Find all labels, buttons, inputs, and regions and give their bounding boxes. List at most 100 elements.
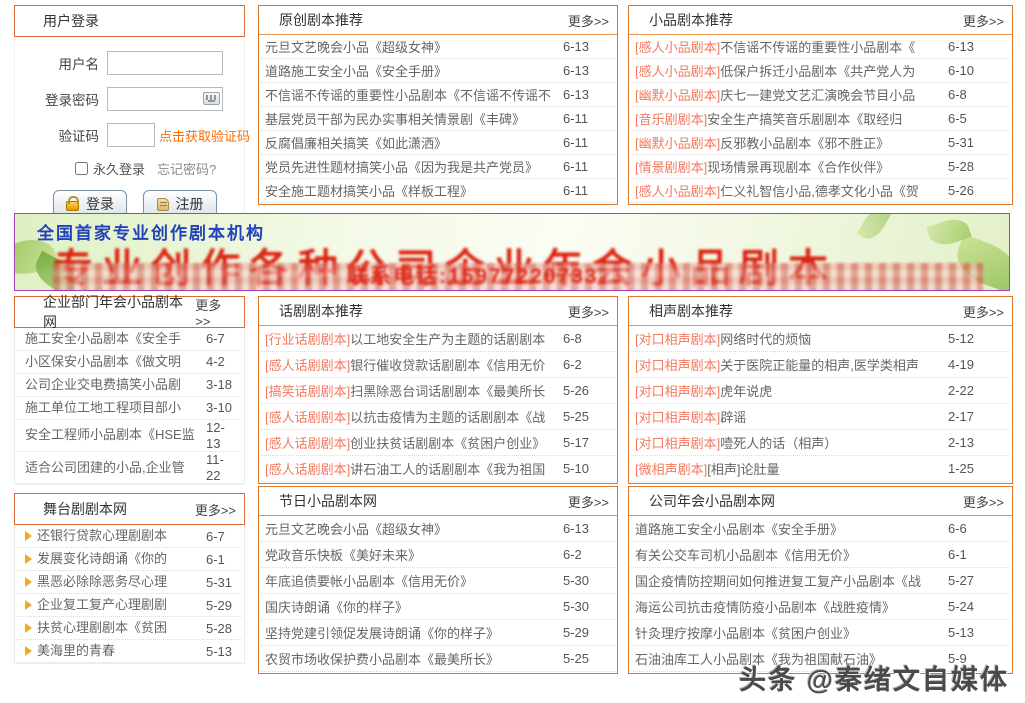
category-tag[interactable]: [感人小品剧本]: [635, 64, 721, 79]
script-link[interactable]: 企业复工复产心理剧剧: [37, 597, 168, 613]
more-link[interactable]: 更多>>: [567, 13, 609, 29]
script-link[interactable]: [对口相声剧本]关于医院正能量的相声,医学类相声: [635, 355, 942, 374]
forgot-password-link[interactable]: 忘记密码?: [157, 162, 217, 177]
script-link[interactable]: 小区保安小品剧本《做文明: [25, 353, 182, 369]
more-link[interactable]: 更多>>: [962, 13, 1004, 29]
category-tag[interactable]: [对口相声剧本]: [635, 358, 721, 373]
script-link[interactable]: 石油油库工人小品剧本《我为祖国献石油》: [635, 652, 883, 667]
ad-banner[interactable]: 全国首家专业创作剧本机构 专业创作各种公司企业年会小品剧本 联系电话:15977…: [14, 213, 1010, 291]
script-link[interactable]: [微相声剧本][相声]论肚量: [635, 459, 942, 478]
username-input[interactable]: [107, 51, 223, 75]
category-tag[interactable]: [对口相声剧本]: [635, 410, 721, 425]
category-tag[interactable]: [幽默小品剧本]: [635, 88, 721, 103]
category-tag[interactable]: [情景剧剧本]: [635, 160, 708, 175]
script-link[interactable]: 发展变化诗朗诵《你的: [37, 551, 168, 567]
script-title[interactable]: 仁义礼智信小品,德孝文化小品《贺: [720, 184, 919, 199]
script-link[interactable]: [感人话剧剧本]银行催收贷款话剧剧本《信用无价: [265, 355, 557, 374]
script-title[interactable]: 网络时代的烦恼: [720, 332, 812, 347]
category-tag[interactable]: [音乐剧剧本]: [635, 112, 708, 127]
category-tag[interactable]: [感人话剧剧本]: [265, 462, 351, 477]
script-link[interactable]: [感人小品剧本]仁义礼智信小品,德孝文化小品《贺: [635, 181, 942, 200]
category-tag[interactable]: [行业话剧剧本]: [265, 332, 351, 347]
script-title[interactable]: 低保户拆迁小品剧本《共产党人为: [720, 64, 916, 79]
script-title[interactable]: 安全生产搞笑音乐剧剧本《取经归: [707, 112, 903, 127]
script-title[interactable]: 关于医院正能量的相声,医学类相声: [720, 358, 919, 373]
script-link[interactable]: [感人话剧剧本]创业扶贫话剧剧本《贫困户创业》: [265, 433, 557, 452]
script-link[interactable]: 不信谣不传谣的重要性小品剧本《不信谣不传谣不: [265, 88, 552, 103]
script-link[interactable]: 道路施工安全小品剧本《安全手册》: [635, 522, 844, 537]
script-link[interactable]: [对口相声剧本]辟谣: [635, 407, 942, 426]
more-link[interactable]: 更多>>: [195, 298, 222, 329]
script-link[interactable]: 坚持党建引领促发展诗朗诵《你的样子》: [265, 626, 500, 641]
script-title[interactable]: 辟谣: [720, 410, 747, 425]
category-tag[interactable]: [感人话剧剧本]: [265, 410, 351, 425]
script-link[interactable]: 还银行贷款心理剧剧本: [37, 528, 168, 544]
remember-checkbox[interactable]: [75, 162, 88, 175]
script-link[interactable]: 美海里的青春: [37, 643, 116, 659]
script-link[interactable]: [对口相声剧本]虎年说虎: [635, 381, 942, 400]
script-link[interactable]: [搞笑话剧剧本]扫黑除恶台词话剧剧本《最美所长: [265, 381, 557, 400]
more-link[interactable]: 更多>>: [567, 494, 609, 510]
script-link[interactable]: 公司企业交电费搞笑小品剧: [25, 376, 182, 392]
script-link[interactable]: 扶贫心理剧剧本《贫困: [37, 620, 168, 636]
category-tag[interactable]: [感人小品剧本]: [635, 184, 721, 199]
script-title[interactable]: 噎死人的话（相声）: [720, 436, 838, 451]
get-captcha-link[interactable]: 点击获取验证码: [159, 128, 251, 144]
script-link[interactable]: [幽默小品剧本]庆七一建党文艺汇演晚会节目小品: [635, 85, 942, 104]
category-tag[interactable]: [幽默小品剧本]: [635, 136, 721, 151]
script-title[interactable]: 庆七一建党文艺汇演晚会节目小品: [720, 88, 916, 103]
script-title[interactable]: 讲石油工人的话剧剧本《我为祖国: [350, 462, 546, 477]
script-title[interactable]: 以工地安全生产为主题的话剧剧本: [350, 332, 546, 347]
script-link[interactable]: 党员先进性题材搞笑小品《因为我是共产党员》: [265, 160, 539, 175]
more-link[interactable]: 更多>>: [567, 304, 609, 320]
script-link[interactable]: [幽默小品剧本]反邪教小品剧本《邪不胜正》: [635, 133, 942, 152]
script-title[interactable]: 以抗击疫情为主题的话剧剧本《战: [350, 410, 546, 425]
script-link[interactable]: 安全施工题材搞笑小品《样板工程》: [265, 184, 474, 199]
script-link[interactable]: 海运公司抗击疫情防疫小品剧本《战胜疫情》: [635, 600, 896, 615]
script-link[interactable]: 国庆诗朗诵《你的样子》: [265, 600, 409, 615]
category-tag[interactable]: [微相声剧本]: [635, 462, 708, 477]
script-link[interactable]: 党政音乐快板《美好未来》: [265, 548, 422, 563]
script-link[interactable]: [感人小品剧本]不信谣不传谣的重要性小品剧本《: [635, 37, 942, 56]
script-title[interactable]: 反邪教小品剧本《邪不胜正》: [720, 136, 890, 151]
more-link[interactable]: 更多>>: [962, 494, 1004, 510]
category-tag[interactable]: [对口相声剧本]: [635, 332, 721, 347]
script-link[interactable]: 黑恶必除除恶务尽心理: [37, 574, 168, 590]
script-link[interactable]: 反腐倡廉相关搞笑《如此潇洒》: [265, 136, 448, 151]
script-link[interactable]: 施工安全小品剧本《安全手: [25, 330, 182, 346]
script-link[interactable]: 元旦文艺晚会小品《超级女神》: [265, 40, 448, 55]
script-link[interactable]: 有关公交车司机小品剧本《信用无价》: [635, 548, 857, 563]
category-tag[interactable]: [搞笑话剧剧本]: [265, 384, 351, 399]
script-title[interactable]: 虎年说虎: [720, 384, 773, 399]
script-link[interactable]: 施工单位工地工程项目部小: [25, 399, 182, 415]
script-title[interactable]: 扫黑除恶台词话剧剧本《最美所长: [350, 384, 546, 399]
script-link[interactable]: [行业话剧剧本]以工地安全生产为主题的话剧剧本: [265, 329, 557, 348]
script-link[interactable]: 安全工程师小品剧本《HSE监: [25, 427, 195, 443]
script-link[interactable]: [对口相声剧本]网络时代的烦恼: [635, 329, 942, 348]
script-link[interactable]: [感人话剧剧本]讲石油工人的话剧剧本《我为祖国: [265, 459, 557, 478]
script-link[interactable]: [感人小品剧本]低保户拆迁小品剧本《共产党人为: [635, 61, 942, 80]
script-link[interactable]: 年底追债要帐小品剧本《信用无价》: [265, 574, 474, 589]
captcha-input[interactable]: [107, 123, 155, 147]
more-link[interactable]: 更多>>: [194, 502, 236, 518]
category-tag[interactable]: [对口相声剧本]: [635, 436, 721, 451]
script-link[interactable]: 元旦文艺晚会小品《超级女神》: [265, 522, 448, 537]
script-link[interactable]: [音乐剧剧本]安全生产搞笑音乐剧剧本《取经归: [635, 109, 942, 128]
script-link[interactable]: 适合公司团建的小品,企业管: [25, 459, 185, 475]
script-title[interactable]: 创业扶贫话剧剧本《贫困户创业》: [350, 436, 546, 451]
script-link[interactable]: 道路施工安全小品《安全手册》: [265, 64, 448, 79]
script-title[interactable]: 不信谣不传谣的重要性小品剧本《: [720, 40, 916, 55]
script-title[interactable]: 现场情景再现剧本《合作伙伴》: [707, 160, 890, 175]
category-tag[interactable]: [对口相声剧本]: [635, 384, 721, 399]
more-link[interactable]: 更多>>: [962, 304, 1004, 320]
script-link[interactable]: [对口相声剧本]噎死人的话（相声）: [635, 433, 942, 452]
script-link[interactable]: [情景剧剧本]现场情景再现剧本《合作伙伴》: [635, 157, 942, 176]
category-tag[interactable]: [感人话剧剧本]: [265, 436, 351, 451]
script-link[interactable]: 农贸市场收保护费小品剧本《最美所长》: [265, 652, 500, 667]
script-link[interactable]: 国企疫情防控期间如何推进复工复产小品剧本《战: [635, 574, 922, 589]
category-tag[interactable]: [感人话剧剧本]: [265, 358, 351, 373]
script-link[interactable]: 针灸理疗按摩小品剧本《贫困户创业》: [635, 626, 857, 641]
script-link[interactable]: [感人话剧剧本]以抗击疫情为主题的话剧剧本《战: [265, 407, 557, 426]
script-title[interactable]: 银行催收贷款话剧剧本《信用无价: [350, 358, 546, 373]
category-tag[interactable]: [感人小品剧本]: [635, 40, 721, 55]
